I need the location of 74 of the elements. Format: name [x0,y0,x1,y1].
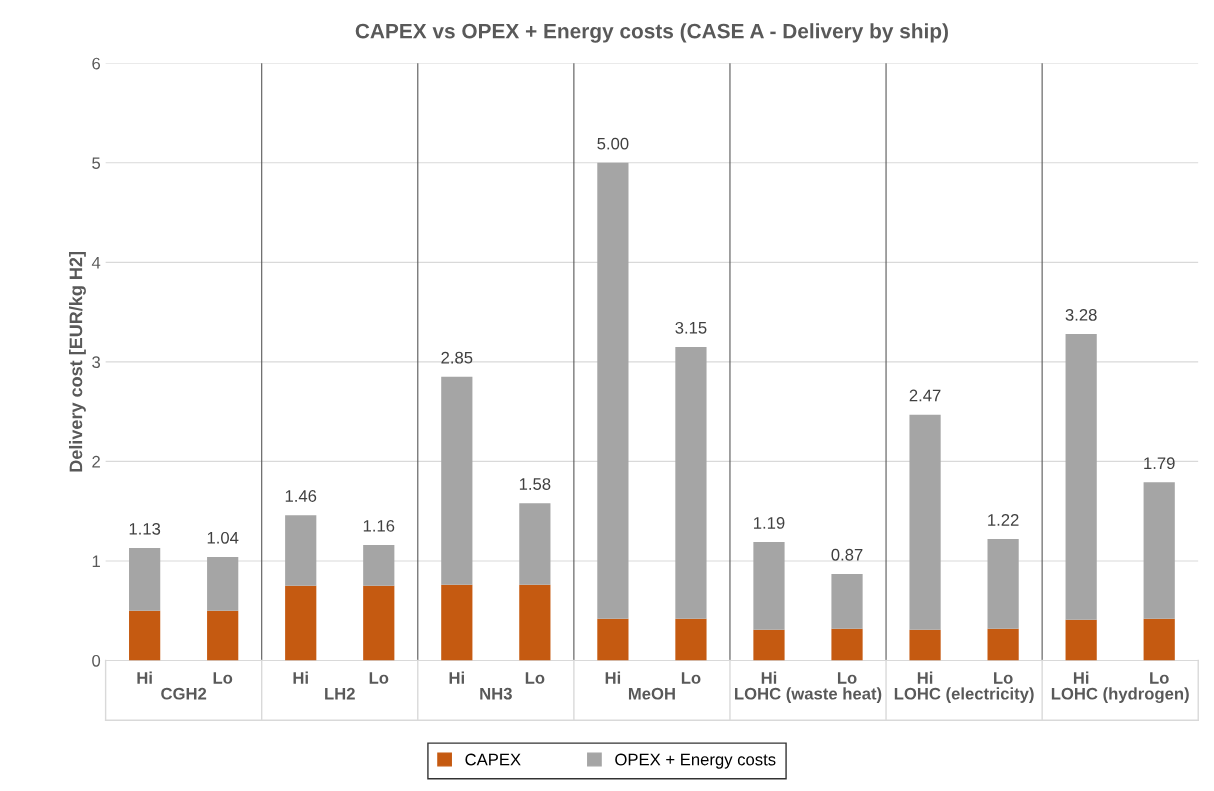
x-tick-label: Hi [1073,671,1089,684]
bar [519,503,551,585]
bar [597,618,629,661]
x-tick-label: Lo [1150,672,1169,684]
total-label: 1.46 [285,490,317,502]
y-tick-label: 0 [92,654,101,667]
bar [831,573,863,629]
total-label: 5.00 [597,137,629,150]
x-tick-label: Lo [837,672,857,684]
total-label: 2.85 [441,351,473,364]
text: LOHC (hydrogen) [1051,687,1189,703]
x-tick-label: Lo [525,672,545,684]
bar [441,584,473,661]
bar [675,346,707,619]
legend-label: OPEX + Energy costs [615,753,776,769]
y-tick-label: 2 [92,455,100,468]
text: LH2 [325,687,355,700]
x-tick-label: Hi [761,671,777,684]
total-label: 0.87 [831,548,863,561]
bar [1143,482,1175,619]
text: NH3 [480,687,512,700]
bar [909,629,941,661]
total-label: 1.58 [519,478,551,490]
bar [909,414,941,630]
bar [519,584,551,661]
x-tick-label: Lo [994,672,1013,684]
x-tick-label: Hi [605,671,621,684]
bar [285,585,317,661]
bar [207,556,239,611]
x-tick-label: Hi [293,671,308,684]
y-tick-label: 4 [91,256,101,269]
x-tick-label: Hi [917,671,933,684]
x-tick-label: Hi [449,671,464,684]
bar [753,542,785,630]
bar [1143,618,1175,661]
bar [1065,334,1097,620]
chart-title: CAPEX vs OPEX + Energy costs (CASE A - Delivery by ship) [355,23,948,43]
total-label: 1.04 [207,531,239,544]
bar [987,628,1019,661]
text: LOHC (electricity) [894,687,1034,703]
total-label: 1.79 [1144,457,1175,470]
legend-label: CAPEX [465,753,521,766]
y-tick-label: 5 [92,157,101,170]
bar [831,628,863,661]
y-axis-title: Delivery cost [EUR/kg H2] [69,252,86,472]
total-label: 3.15 [675,321,707,334]
y-tick-label: 3 [92,356,101,369]
x-tick-label: Hi [137,671,152,684]
total-label: 3.28 [1065,308,1097,321]
bar [441,376,473,585]
bar [207,610,239,661]
total-label: 1.22 [988,514,1019,526]
bar [597,162,629,619]
x-tick-label: Lo [213,672,233,684]
text: MeOH [628,687,675,700]
bar [363,585,395,661]
total-label: 1.19 [754,516,785,529]
bar [363,545,395,586]
bar [285,515,317,586]
bar [753,629,785,661]
text: LOHC (waste heat) [735,687,882,703]
bar [129,610,161,661]
bar [675,618,707,661]
total-label: 2.47 [909,389,941,402]
bar [129,548,161,611]
bar [987,539,1019,629]
text: CGH2 [161,687,207,700]
bar [1065,619,1097,661]
y-tick-label: 6 [92,57,101,70]
total-label: 1.13 [129,522,161,535]
x-tick-label: Lo [681,672,701,684]
total-label: 1.16 [363,519,395,532]
y-tick-label: 1 [92,555,100,567]
x-tick-label: Lo [369,672,389,684]
